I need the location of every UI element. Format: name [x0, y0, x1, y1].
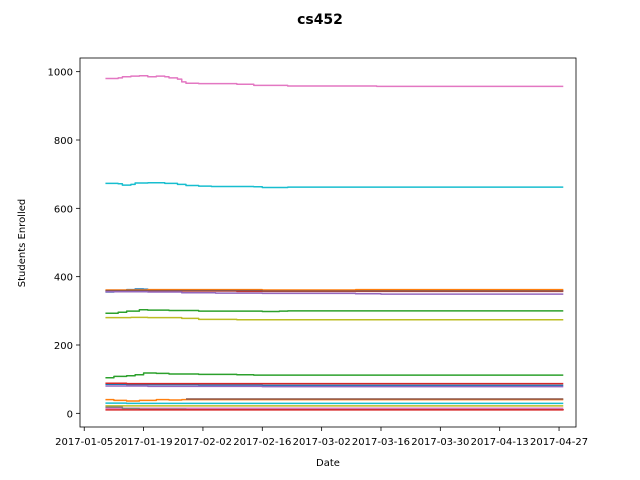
series-line-10 [105, 372, 564, 379]
x-axis-label: Date [316, 458, 340, 469]
y-tick-label-400: 400 [54, 273, 73, 284]
x-tick-label-2017-04-13: 2017-04-13 [471, 437, 529, 448]
x-tick-label-2017-01-05: 2017-01-05 [55, 437, 113, 448]
series-line-1 [105, 75, 564, 88]
plot-area [105, 75, 565, 411]
x-tick-label-2017-03-16: 2017-03-16 [352, 437, 410, 448]
y-tick-label-200: 200 [54, 341, 73, 352]
series-line-9 [105, 316, 564, 321]
series-line-7 [105, 290, 564, 295]
x-tick-label-2017-02-02: 2017-02-02 [174, 437, 232, 448]
x-tick-label-2017-04-27: 2017-04-27 [530, 437, 588, 448]
y-tick-label-800: 800 [54, 136, 73, 147]
series-line-8 [105, 309, 564, 314]
y-tick-label-1000: 1000 [48, 68, 73, 79]
x-tick-label-2017-02-16: 2017-02-16 [233, 437, 291, 448]
y-tick-label-0: 0 [67, 409, 73, 420]
x-tick-label-2017-01-19: 2017-01-19 [115, 437, 173, 448]
y-axis-label: Students Enrolled [17, 199, 28, 287]
series-line-11 [105, 383, 564, 387]
x-tick-label-2017-03-02: 2017-03-02 [293, 437, 351, 448]
series-line-2 [105, 181, 564, 189]
x-tick-label-2017-03-30: 2017-03-30 [411, 437, 469, 448]
chart-title: cs452 [297, 12, 343, 28]
plot-frame [79, 57, 577, 428]
y-tick-label-600: 600 [54, 204, 73, 215]
series-lines [105, 75, 565, 411]
series-line-14 [105, 398, 564, 402]
series-line-13 [105, 385, 564, 388]
